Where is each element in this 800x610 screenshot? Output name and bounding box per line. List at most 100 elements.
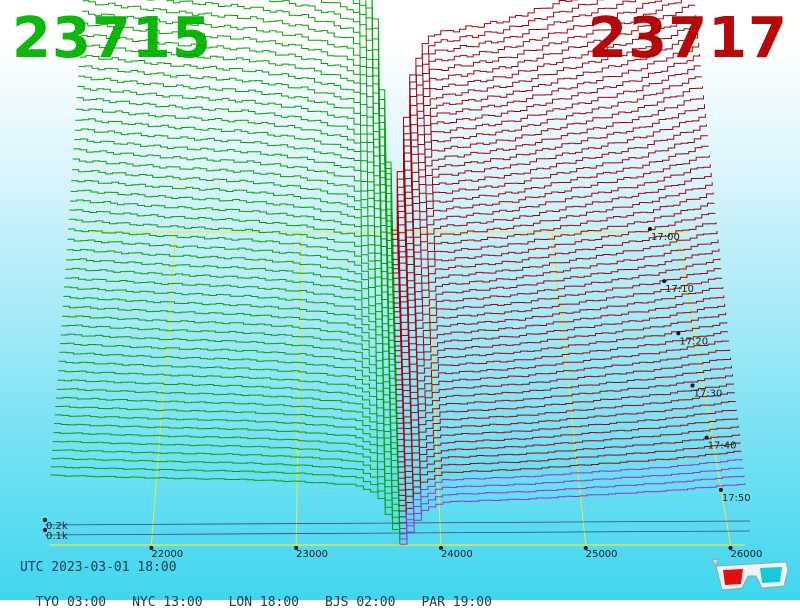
asks-slice xyxy=(394,172,712,352)
bids-slice xyxy=(63,295,398,434)
3d-glasses-icon[interactable] xyxy=(712,556,792,592)
asks-slice xyxy=(392,54,701,286)
bids-slice xyxy=(147,0,393,269)
asks-slice xyxy=(398,383,734,479)
asks-slice xyxy=(398,401,736,491)
clock-paris: PAR 19:00 xyxy=(421,595,492,610)
time-tick-marker xyxy=(648,227,652,231)
asks-slice xyxy=(398,425,739,507)
asks-slice xyxy=(397,357,731,463)
asks-slice xyxy=(397,365,732,468)
asks-slice xyxy=(393,145,709,337)
time-tick-label: 17:30 xyxy=(694,389,723,400)
bids-slice xyxy=(269,0,393,265)
asks-slice xyxy=(391,0,642,240)
x-tick-marker xyxy=(728,546,733,550)
bids-slice xyxy=(59,351,399,467)
x-tick-marker xyxy=(583,546,588,550)
bids-slice xyxy=(78,75,394,312)
asks-slice xyxy=(393,124,707,324)
asks-slice xyxy=(398,433,740,512)
bids-slice xyxy=(65,267,397,419)
bids-slice xyxy=(64,277,397,424)
bids-slice xyxy=(71,180,396,369)
bids-slice xyxy=(320,0,393,260)
bids-slice xyxy=(80,34,394,292)
asks-slice xyxy=(392,76,703,299)
asks-slice xyxy=(397,374,733,473)
clock-new-york: NYC 13:00 xyxy=(132,595,203,610)
bids-slice xyxy=(50,474,401,545)
asks-slice xyxy=(398,409,737,496)
bids-slice xyxy=(75,118,395,337)
x-tick-marker xyxy=(149,546,154,550)
bids-slice xyxy=(62,315,398,446)
bids-slice xyxy=(50,466,401,540)
bids-slice xyxy=(62,305,398,440)
bids-slice xyxy=(70,199,396,380)
clock-london: LON 18:00 xyxy=(228,595,300,610)
bids-slice xyxy=(81,22,394,285)
depth-tick-label: 0.1k xyxy=(46,531,68,542)
x-tick-label: 22000 xyxy=(151,549,183,560)
bids-slice xyxy=(56,397,399,496)
depth-tick-marker xyxy=(43,528,47,532)
bids-slice xyxy=(74,138,395,347)
x-tick-label: 23000 xyxy=(296,549,328,560)
depth-tick-label: 0.2k xyxy=(46,521,68,532)
asks-slice xyxy=(394,192,714,363)
asks-slice xyxy=(397,340,730,453)
depth-grid-line xyxy=(44,530,751,536)
bids-slice xyxy=(53,432,400,517)
bids-slice xyxy=(66,249,397,408)
asks-slice xyxy=(396,287,724,419)
time-tick-label: 17:20 xyxy=(679,336,708,347)
bids-slice xyxy=(52,440,400,523)
asks-slice xyxy=(392,65,702,293)
world-clocks: TYO 03:00 NYC 13:00 LON 18:00 BJS 02:00 PAR … xyxy=(20,580,518,610)
asks-slice xyxy=(396,277,723,414)
clock-tokyo: TYO 03:00 xyxy=(35,595,107,610)
asks-slice xyxy=(399,450,742,524)
time-tick-label: 17:40 xyxy=(708,441,737,452)
time-tick-marker xyxy=(662,279,667,284)
bids-slice xyxy=(68,228,397,395)
asks-slice xyxy=(393,104,705,313)
asks-slice xyxy=(391,0,579,231)
asks-slice xyxy=(393,86,703,304)
asks-slice xyxy=(394,202,715,370)
bids-slice xyxy=(74,128,395,342)
bids-slice xyxy=(82,10,393,279)
depth-tick-marker xyxy=(43,518,47,522)
bids-slice xyxy=(77,85,394,318)
asks-slice xyxy=(395,230,718,386)
asks-slice xyxy=(396,303,726,429)
bids-slice xyxy=(66,258,397,414)
asks-slice xyxy=(391,0,604,235)
asks-slice xyxy=(397,349,731,458)
bids-slice xyxy=(64,286,398,429)
bids-slice xyxy=(72,169,396,363)
asks-slice xyxy=(399,459,743,529)
time-tick-label: 17:00 xyxy=(651,232,680,243)
asks-slice xyxy=(395,258,721,402)
time-tick-marker xyxy=(718,487,723,492)
chart-labels: 22000 23000 24000 25000 26000 0.1k0.2k 17:00 17… xyxy=(43,227,762,560)
x-tick-label: 24000 xyxy=(441,549,473,560)
asks-slice xyxy=(393,113,706,318)
asks-slice xyxy=(391,0,682,254)
asks-slice xyxy=(392,43,700,279)
bids-slice xyxy=(82,0,393,274)
bids-slice xyxy=(51,457,400,534)
bids-slice xyxy=(61,324,398,452)
asks-slice xyxy=(391,15,697,266)
bids-slice xyxy=(52,449,400,529)
x-tick-label: 26000 xyxy=(731,549,763,560)
bids-slice xyxy=(58,370,399,479)
bids-slice xyxy=(80,44,394,298)
asks-slice xyxy=(395,239,719,390)
time-tick-marker xyxy=(676,331,681,336)
bids-slice xyxy=(58,360,399,473)
asks-slice xyxy=(396,322,728,441)
